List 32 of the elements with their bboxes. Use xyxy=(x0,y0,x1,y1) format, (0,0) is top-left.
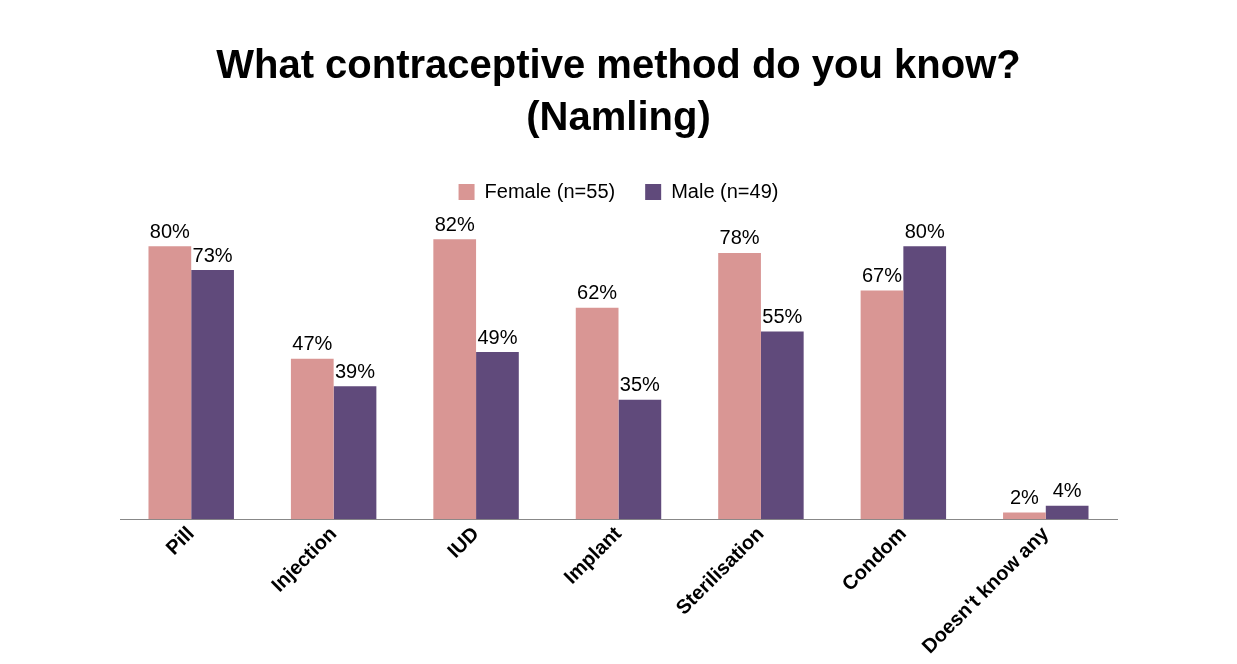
bar xyxy=(575,307,619,520)
bar xyxy=(433,239,477,520)
legend-label: Female (n=55) xyxy=(484,179,616,202)
x-tick-label: Pill xyxy=(161,522,198,559)
data-label: 67% xyxy=(861,264,903,287)
data-label: 73% xyxy=(192,243,233,266)
bar xyxy=(860,290,904,520)
data-label: 80% xyxy=(904,219,945,242)
data-label: 55% xyxy=(762,305,803,328)
data-label: 82% xyxy=(434,212,475,235)
chart-title: What contraceptive method do you know? (Namling) xyxy=(215,41,1022,140)
bar xyxy=(191,270,234,520)
data-label: 78% xyxy=(719,226,760,249)
legend-label: Male (n=49) xyxy=(671,179,779,202)
bar xyxy=(618,399,662,520)
bar xyxy=(148,246,192,520)
data-label: 35% xyxy=(619,373,661,396)
data-label: 47% xyxy=(292,332,333,355)
bar xyxy=(476,352,519,520)
bar xyxy=(290,358,334,520)
bar xyxy=(760,331,804,520)
data-label: 80% xyxy=(149,219,191,242)
bar xyxy=(718,252,761,520)
data-label: 62% xyxy=(577,281,618,304)
bar xyxy=(903,246,947,520)
data-label: 39% xyxy=(334,359,376,382)
bar xyxy=(333,386,377,520)
bar xyxy=(1045,505,1089,520)
data-label: 2% xyxy=(1009,486,1040,509)
data-label: 4% xyxy=(1052,479,1082,502)
x-tick-label: IUD xyxy=(442,522,483,562)
data-label: 49% xyxy=(477,325,518,348)
